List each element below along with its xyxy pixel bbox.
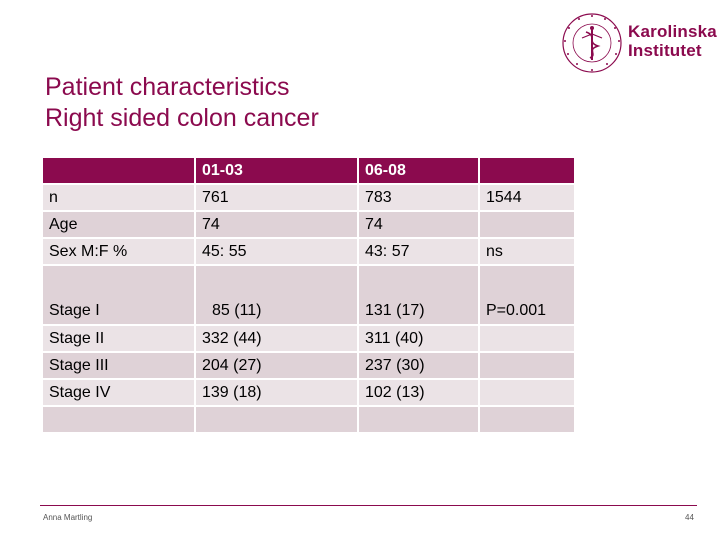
table-cell: 139 (18) — [196, 380, 357, 405]
row-label: Stage IV — [43, 380, 194, 405]
header-cell-period-2: 06-08 — [359, 158, 478, 183]
footer-author: Anna Martling — [43, 513, 93, 522]
table-cell: 237 (30) — [359, 353, 478, 378]
header-cell-period-1: 01-03 — [196, 158, 357, 183]
table-row: Stage IV 139 (18) 102 (13) — [43, 380, 574, 405]
row-label — [43, 407, 194, 432]
table-header-row: 01-03 06-08 — [43, 158, 574, 183]
slide-title-line-2: Right sided colon cancer — [45, 104, 319, 132]
table-cell: P=0.001 — [480, 266, 574, 324]
table-cell — [480, 326, 574, 351]
table-row — [43, 407, 574, 432]
row-label: n — [43, 185, 194, 210]
table-cell — [480, 212, 574, 237]
row-label: Age — [43, 212, 194, 237]
table-cell: 85 (11) — [196, 266, 357, 324]
row-label: Stage III — [43, 353, 194, 378]
table-row: n 761 783 1544 — [43, 185, 574, 210]
karolinska-logo: Karolinska Institutet — [560, 10, 720, 76]
table-row: Sex M:F % 45: 55 43: 57 ns — [43, 239, 574, 264]
page-number: 44 — [685, 513, 694, 522]
logo-line-1: Karolinska — [628, 22, 717, 41]
table-row: Stage I 85 (11) 131 (17) P=0.001 — [43, 266, 574, 324]
table-cell: 74 — [359, 212, 478, 237]
table-cell: 761 — [196, 185, 357, 210]
row-label: Stage II — [43, 326, 194, 351]
slide-title: Patient characteristics Right sided colo… — [45, 72, 319, 134]
footer-divider — [40, 505, 697, 506]
table-row: Stage II 332 (44) 311 (40) — [43, 326, 574, 351]
slide-title-line-1: Patient characteristics — [45, 73, 290, 101]
table-cell — [480, 407, 574, 432]
table-cell: 45: 55 — [196, 239, 357, 264]
table-cell: 311 (40) — [359, 326, 478, 351]
table-cell: 43: 57 — [359, 239, 478, 264]
table-row: Stage III 204 (27) 237 (30) — [43, 353, 574, 378]
table-cell: 131 (17) — [359, 266, 478, 324]
table-cell: 74 — [196, 212, 357, 237]
table-cell: 783 — [359, 185, 478, 210]
logo-line-2: Institutet — [628, 41, 702, 60]
row-label: Sex M:F % — [43, 239, 194, 264]
logo-wordmark: Karolinska Institutet — [628, 22, 717, 60]
header-cell — [480, 158, 574, 183]
table-cell — [480, 353, 574, 378]
table-cell: ns — [480, 239, 574, 264]
table-cell: 332 (44) — [196, 326, 357, 351]
table-cell: 204 (27) — [196, 353, 357, 378]
table-cell — [359, 407, 478, 432]
table-cell — [480, 380, 574, 405]
table-cell — [196, 407, 357, 432]
row-label: Stage I — [43, 266, 194, 324]
header-cell — [43, 158, 194, 183]
table-row: Age 74 74 — [43, 212, 574, 237]
patient-characteristics-table: 01-03 06-08 n 761 783 1544 Age 74 74 Sex… — [41, 156, 576, 434]
karolinska-seal-icon — [562, 13, 622, 73]
table-cell: 102 (13) — [359, 380, 478, 405]
table-cell: 1544 — [480, 185, 574, 210]
